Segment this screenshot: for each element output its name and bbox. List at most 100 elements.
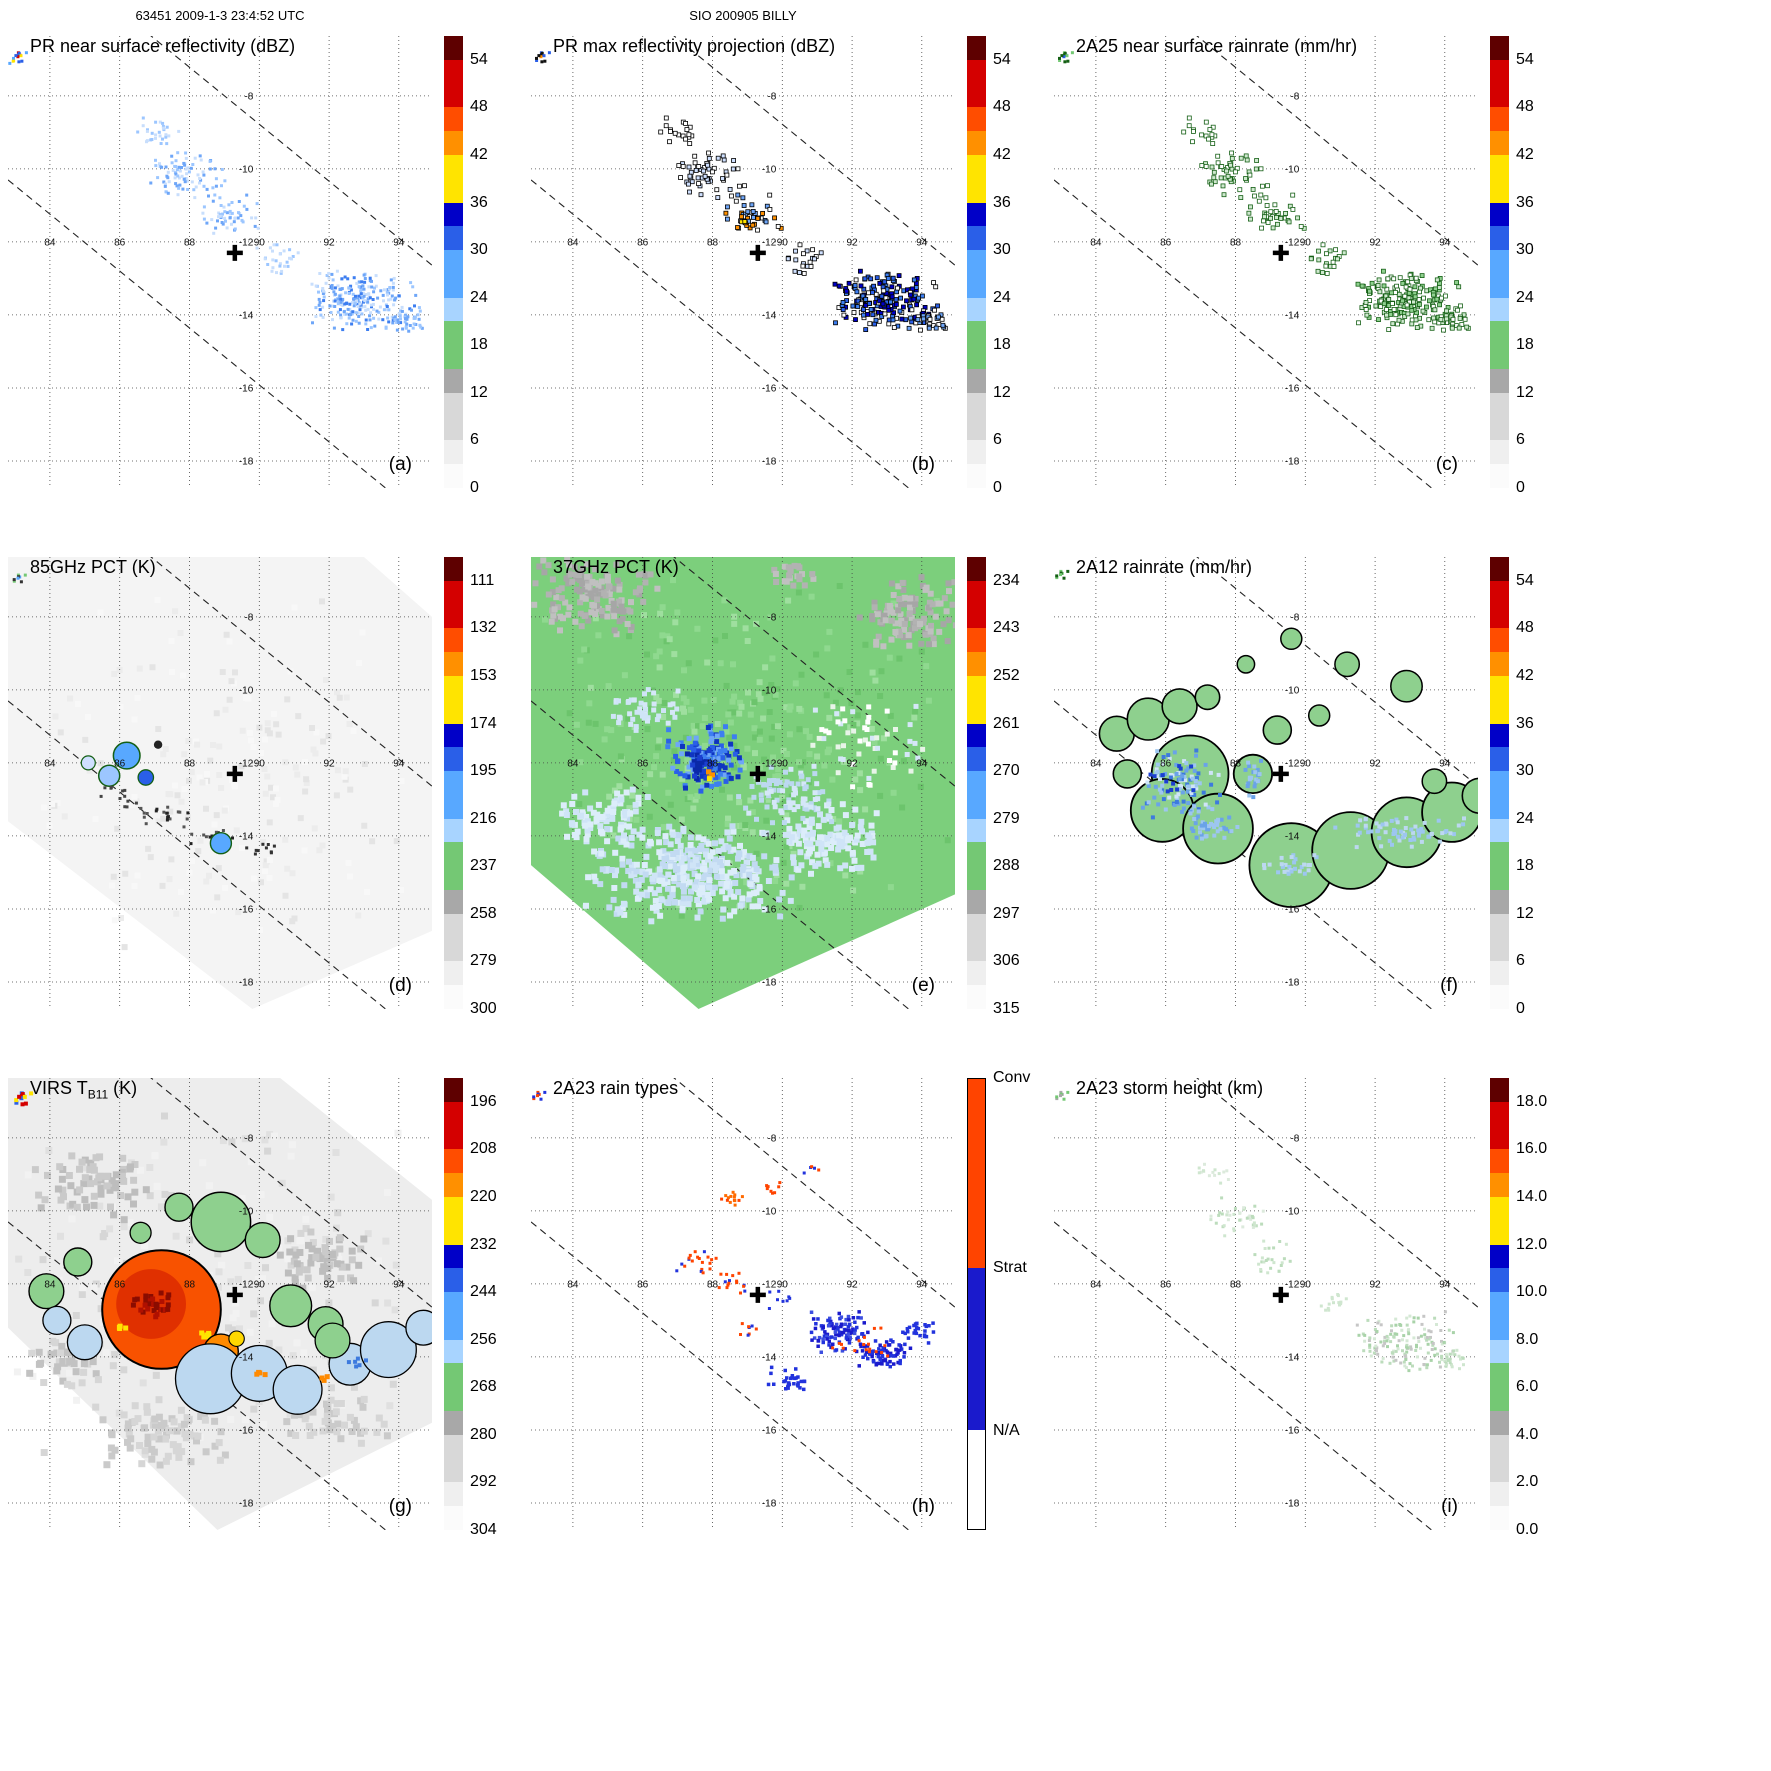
- svg-text:-16: -16: [1285, 1426, 1300, 1437]
- colorbar-c-gradient: [1490, 36, 1509, 488]
- svg-text:-18: -18: [1285, 1499, 1300, 1510]
- svg-text:-18: -18: [239, 978, 254, 989]
- panel-e-title-text: 37GHz PCT (K): [553, 557, 679, 577]
- svg-text:-14: -14: [239, 831, 254, 842]
- map-canvas-c: 84 86 88 90 92 94 -8 -10 -12 -14 -16 -18: [1054, 36, 1478, 488]
- panel-d-title-text: 85GHz PCT (K): [30, 557, 156, 577]
- svg-text:-14: -14: [1285, 310, 1300, 321]
- svg-text:-12: -12: [1285, 758, 1300, 769]
- colorbar-e-gradient: [967, 557, 986, 1009]
- svg-text:84: 84: [1090, 1279, 1102, 1290]
- map-b: 84 86 88 90 92 94 -8 -10 -12 -14 -16 -18 PR max ref…: [531, 36, 955, 488]
- map-canvas-h: 84 86 88 90 92 94 -8 -10 -12 -14 -16 -18: [531, 1078, 955, 1530]
- map-d: 84 86 88 90 92 94 -8 -10 -12 -14 -16 -18 85GHz PCT …: [8, 557, 432, 1009]
- svg-text:-8: -8: [244, 91, 253, 102]
- svg-text:-12: -12: [762, 1279, 777, 1290]
- panel-d-title: 85GHz PCT (K): [30, 557, 156, 581]
- storm-name-label: SIO 200905 BILLY: [689, 8, 797, 23]
- colorbar-e-ticks: 234 243 252 261 270 279 288 297 306 315: [993, 571, 1020, 1017]
- colorbar-h-ticks: Conv Strat N/A: [993, 1069, 1031, 1439]
- svg-text:92: 92: [1370, 237, 1382, 248]
- svg-text:92: 92: [324, 1279, 336, 1290]
- svg-text:94: 94: [916, 237, 928, 248]
- map-canvas-e: 84 86 88 90 92 94 -8 -10 -12 -14 -16 -18: [531, 557, 955, 1009]
- svg-text:90: 90: [254, 758, 266, 769]
- map-f: 84 86 88 90 92 94 -8 -10 -12 -14 -16 -18 2A12 rainr…: [1054, 557, 1478, 1009]
- svg-text:86: 86: [637, 237, 649, 248]
- svg-text:86: 86: [1160, 758, 1172, 769]
- svg-text:92: 92: [1370, 758, 1382, 769]
- panel-f-title-text: 2A12 rainrate (mm/hr): [1076, 557, 1253, 577]
- svg-text:94: 94: [916, 1279, 928, 1290]
- panel-c-title-text: 2A25 near surface rainrate (mm/hr): [1076, 36, 1358, 56]
- svg-text:92: 92: [847, 758, 859, 769]
- svg-text:84: 84: [1090, 237, 1102, 248]
- svg-text:88: 88: [184, 758, 196, 769]
- svg-text:84: 84: [567, 758, 579, 769]
- panel-c: 84 86 88 90 92 94 -8 -10 -12 -14 -16 -18 2A25 near …: [1050, 30, 1573, 551]
- svg-text:-16: -16: [239, 905, 254, 916]
- svg-text:88: 88: [707, 758, 719, 769]
- svg-text:90: 90: [254, 1279, 266, 1290]
- panel-e-letter: (e): [911, 975, 935, 996]
- svg-text:-12: -12: [239, 1279, 254, 1290]
- svg-text:86: 86: [114, 237, 126, 248]
- map-canvas-a: 84 86 88 90 92 94 -8 -10 -12 -14 -16 -18: [8, 36, 432, 488]
- colorbar-c: 54 48 42 36 30 24 18 12 6 0: [1490, 36, 1570, 496]
- orbit-timestamp: 63451 2009-1-3 23:4:52 UTC: [135, 8, 305, 23]
- svg-text:88: 88: [184, 237, 196, 248]
- svg-text:92: 92: [324, 237, 336, 248]
- svg-text:86: 86: [114, 758, 126, 769]
- panel-a-title-text: PR near surface reflectivity (dBZ): [30, 36, 296, 56]
- panel-f: 84 86 88 90 92 94 -8 -10 -12 -14 -16 -18 2A12 rainr…: [1050, 551, 1573, 1072]
- svg-text:-10: -10: [762, 164, 777, 175]
- map-h: 84 86 88 90 92 94 -8 -10 -12 -14 -16 -18 2A23 rain …: [531, 1078, 955, 1530]
- panel-d-letter: (d): [388, 975, 412, 996]
- colorbar-a: 54 48 42 36 30 24 18 12 6 0: [444, 36, 524, 496]
- panel-g-title-post: (K): [108, 1078, 138, 1098]
- svg-text:-10: -10: [1285, 685, 1300, 696]
- svg-text:-12: -12: [762, 237, 777, 248]
- svg-text:-8: -8: [244, 1133, 253, 1144]
- colorbar-g: 196 208 220 232 244 256 268 280 292 304: [444, 1078, 524, 1538]
- svg-text:94: 94: [916, 758, 928, 769]
- svg-text:-8: -8: [244, 612, 253, 623]
- svg-text:94: 94: [393, 237, 405, 248]
- svg-text:-14: -14: [762, 310, 777, 321]
- colorbar-g-gradient: [444, 1078, 463, 1530]
- panel-h: 84 86 88 90 92 94 -8 -10 -12 -14 -16 -18 2A23 rain …: [527, 1069, 1050, 1593]
- colorbar-i-ticks: 18.0 16.0 14.0 12.0 10.0 8.0 6.0 4.0 2.0 0.0: [1516, 1092, 1548, 1538]
- panel-b-title: PR max reflectivity projection (dBZ): [553, 36, 835, 60]
- panel-e: 84 86 88 90 92 94 -8 -10 -12 -14 -16 -18 37GHz PCT …: [527, 551, 1050, 1072]
- svg-text:-16: -16: [239, 384, 254, 395]
- svg-text:84: 84: [567, 1279, 579, 1290]
- colorbar-b: 54 48 42 36 30 24 18 12 6 0: [967, 36, 1047, 496]
- svg-text:94: 94: [1439, 1279, 1451, 1290]
- colorbar-d-ticks: 111 132 153 174 195 216 237 258 279 300: [470, 571, 497, 1017]
- colorbar-c-ticks: 54 48 42 36 30 24 18 12 6 0: [1516, 50, 1534, 496]
- panel-b-letter: (b): [911, 454, 935, 475]
- svg-text:-16: -16: [762, 1426, 777, 1437]
- svg-text:-18: -18: [239, 1499, 254, 1510]
- svg-text:-8: -8: [767, 91, 776, 102]
- colorbar-e: 234 243 252 261 270 279 288 297 306 315: [967, 557, 1047, 1017]
- svg-text:-16: -16: [1285, 905, 1300, 916]
- map-canvas-b: 84 86 88 90 92 94 -8 -10 -12 -14 -16 -18: [531, 36, 955, 488]
- svg-text:88: 88: [1230, 237, 1242, 248]
- map-e: 84 86 88 90 92 94 -8 -10 -12 -14 -16 -18 37GHz PCT …: [531, 557, 955, 1009]
- colorbar-i: 18.0 16.0 14.0 12.0 10.0 8.0 6.0 4.0 2.0 0.0: [1490, 1078, 1570, 1538]
- svg-text:-12: -12: [239, 758, 254, 769]
- svg-text:90: 90: [1300, 758, 1312, 769]
- svg-text:-8: -8: [767, 612, 776, 623]
- svg-text:-16: -16: [762, 905, 777, 916]
- svg-text:-14: -14: [239, 1352, 254, 1363]
- svg-text:-12: -12: [1285, 1279, 1300, 1290]
- svg-text:-14: -14: [239, 310, 254, 321]
- panel-f-title: 2A12 rainrate (mm/hr): [1076, 557, 1252, 581]
- svg-text:-8: -8: [1290, 91, 1299, 102]
- svg-text:92: 92: [847, 1279, 859, 1290]
- panel-h-title-text: 2A23 rain types: [553, 1078, 679, 1098]
- svg-text:92: 92: [1370, 1279, 1382, 1290]
- panel-g-title-text: VIRS T: [30, 1078, 88, 1098]
- svg-text:-16: -16: [239, 1426, 254, 1437]
